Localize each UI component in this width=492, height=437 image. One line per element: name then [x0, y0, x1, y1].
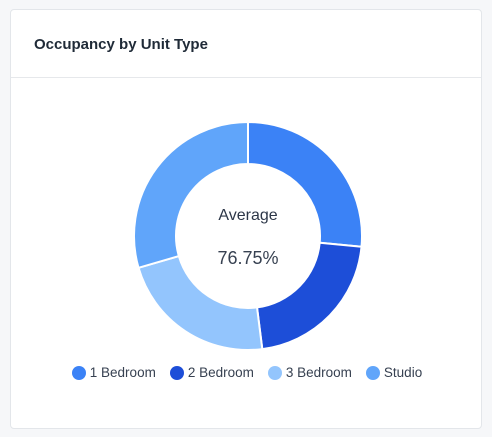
legend-swatch [267, 365, 282, 380]
slice-3-bedroom[interactable] [137, 254, 264, 351]
legend-label: 2 Bedroom [187, 365, 254, 380]
legend-label: Studio [383, 365, 423, 380]
legend-swatch [169, 365, 184, 380]
center-value: 76.75% [217, 248, 278, 268]
legend-label: 3 Bedroom [285, 365, 352, 380]
legend-label: 1 Bedroom [89, 365, 156, 380]
chart-legend: 1 Bedroom 2 Bedroom 3 Bedroom Studio [11, 365, 483, 380]
slice-1-bedroom[interactable] [247, 120, 363, 248]
card-header: Occupancy by Unit Type [11, 10, 481, 78]
legend-item-2-bedroom[interactable]: 2 Bedroom [169, 365, 254, 380]
donut-chart: Average 76.75% 1 Bedroom 2 Bedroom 3 Bedro… [11, 78, 483, 430]
card-title: Occupancy by Unit Type [34, 35, 208, 53]
legend-item-1-bedroom[interactable]: 1 Bedroom [71, 365, 156, 380]
slice-studio[interactable] [133, 120, 249, 270]
legend-swatch [365, 365, 380, 380]
legend-item-3-bedroom[interactable]: 3 Bedroom [267, 365, 352, 380]
donut-svg: Average 76.75% [133, 120, 363, 351]
center-label: Average [218, 207, 277, 224]
legend-item-studio[interactable]: Studio [365, 365, 423, 380]
legend-swatch [71, 365, 86, 380]
occupancy-card: Occupancy by Unit Type Average 76.75% 1 … [10, 9, 482, 429]
